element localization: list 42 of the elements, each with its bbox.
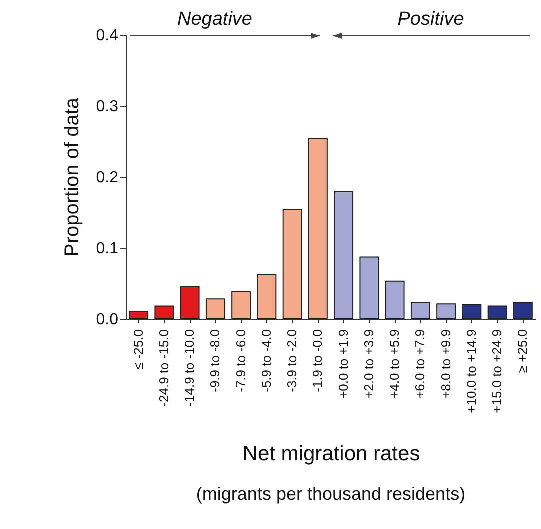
bar <box>129 311 149 320</box>
text: Positive <box>398 9 464 31</box>
y-tick-label: 0.1 <box>96 240 119 258</box>
x-tick-label: +2.0 to +3.9 <box>361 330 376 399</box>
bar <box>282 209 302 320</box>
bar <box>385 280 405 320</box>
x-tick-label: ≤ -25.0 <box>130 330 146 370</box>
bar <box>462 304 482 320</box>
x-tick-label: +8.0 to +9.9 <box>438 330 454 399</box>
x-axis-title: Net migration rates <box>242 442 420 466</box>
bar <box>513 302 533 320</box>
x-tick-label: -3.9 to -2.0 <box>284 330 300 392</box>
bar <box>488 306 508 320</box>
x-tick-label: -1.9 to -0.0 <box>310 330 326 392</box>
y-axis-title: Proportion of data <box>61 97 84 257</box>
bar <box>436 304 456 320</box>
x-tick-label: ≥ +25.0 <box>515 330 530 374</box>
bar <box>308 138 328 320</box>
bar <box>334 191 354 320</box>
y-tick-label: 0.3 <box>96 98 119 116</box>
x-tick-label: +10.0 to +14.9 <box>464 330 479 414</box>
bar <box>206 298 226 320</box>
x-tick-label: -9.9 to -8.0 <box>208 330 223 392</box>
bar <box>257 274 277 320</box>
x-tick-label: +4.0 to +5.9 <box>387 330 402 399</box>
bar <box>154 306 174 320</box>
x-tick-label: -14.9 to -10.0 <box>182 330 198 407</box>
bar <box>232 292 252 320</box>
bar <box>180 286 200 320</box>
x-tick-label: -5.9 to -4.0 <box>258 330 274 392</box>
y-tick-label: 0.0 <box>96 312 119 328</box>
x-tick-label: +6.0 to +7.9 <box>412 330 428 399</box>
x-tick-label: -7.9 to -6.0 <box>233 330 248 392</box>
bar <box>360 256 380 320</box>
x-tick-label: +15.0 to +24.9 <box>490 330 505 414</box>
text: (migrants per thousand residents) <box>196 484 466 505</box>
y-tick-label: 0.4 <box>96 28 119 44</box>
x-tick-label: +0.0 to +1.9 <box>336 330 351 399</box>
x-tick-label: -24.9 to -15.0 <box>156 330 172 407</box>
bar <box>410 302 430 320</box>
y-tick-label: 0.2 <box>96 170 119 186</box>
text: Negative <box>178 9 252 31</box>
